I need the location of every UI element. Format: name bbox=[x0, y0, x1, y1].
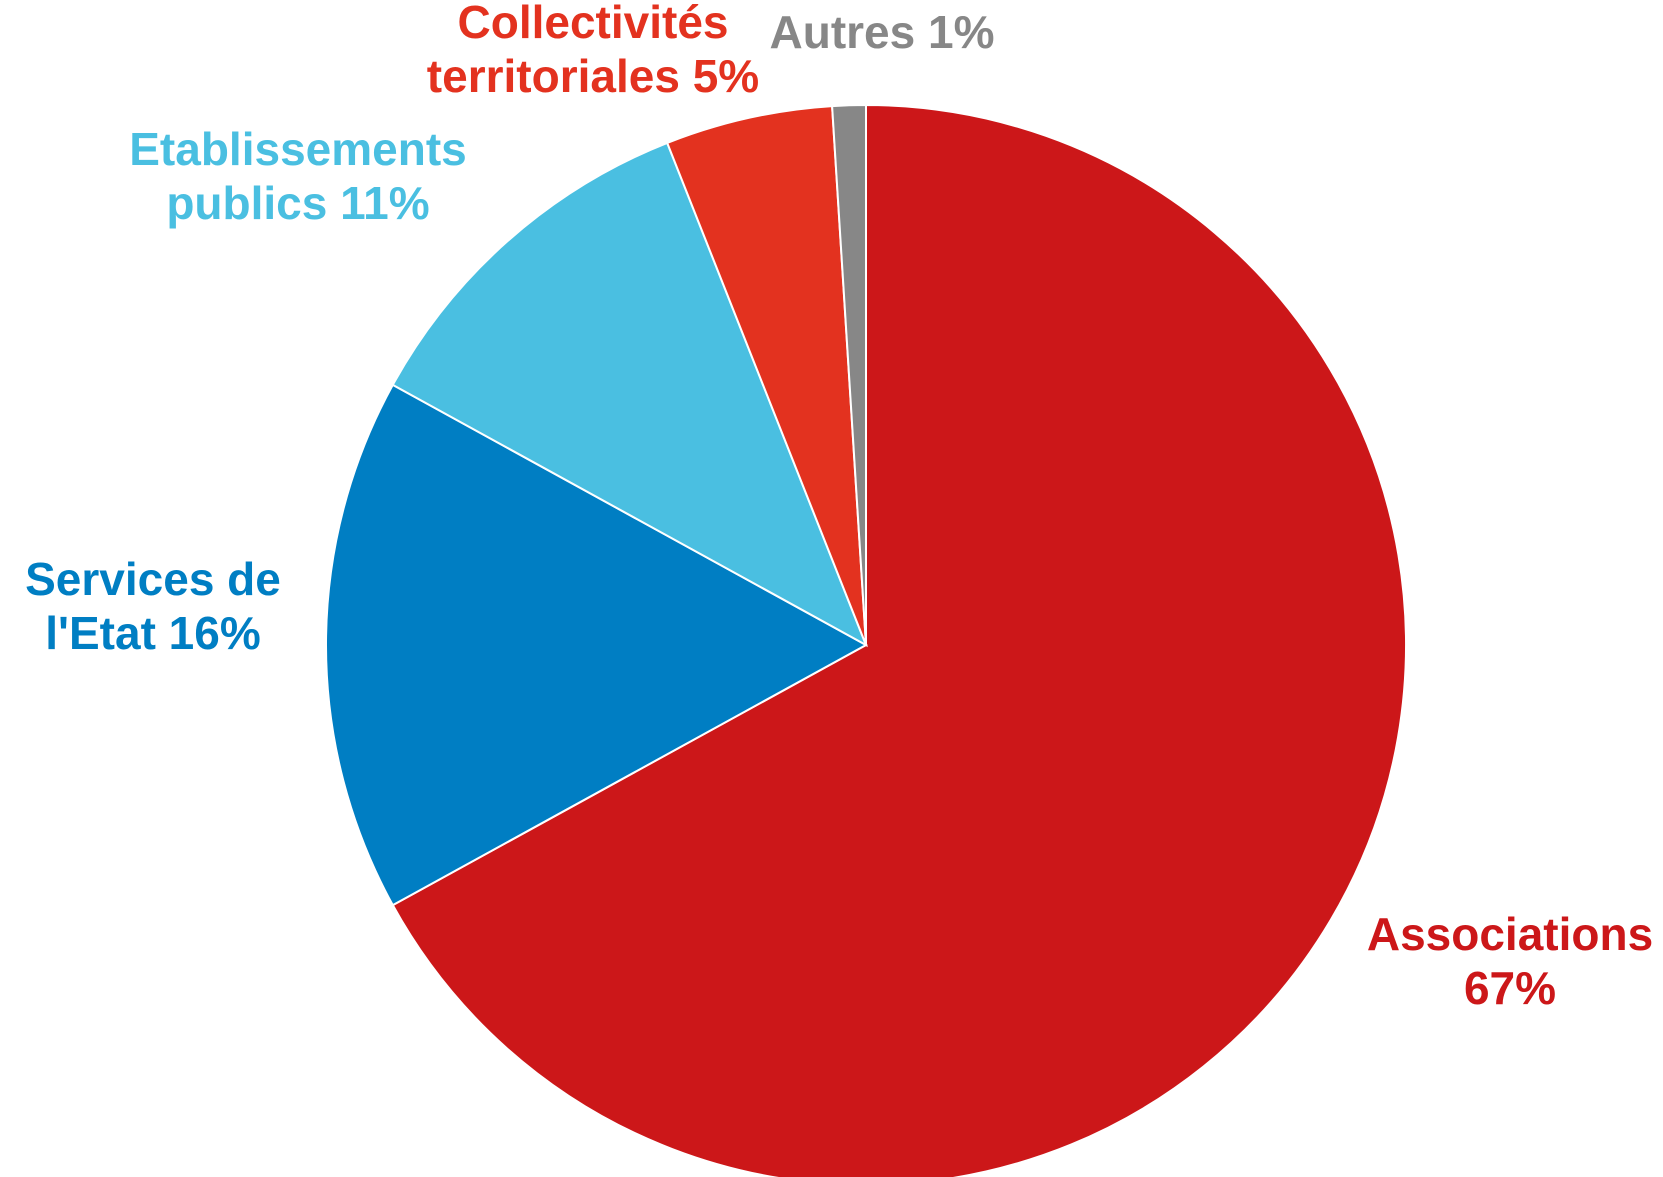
pie-label-autres: Autres 1% bbox=[770, 6, 995, 58]
pie-label-associations: Associations 67% bbox=[1367, 908, 1653, 1014]
pie-label-line: Etablissements bbox=[129, 123, 466, 175]
pie-label-collectivit-s-territoriales: Collectivités territoriales 5% bbox=[427, 0, 759, 102]
pie-slice-autres bbox=[831, 103, 867, 646]
pie-slices bbox=[325, 103, 1407, 1177]
pie-label-line: l'Etat 16% bbox=[45, 607, 260, 659]
pie-label-line: 67% bbox=[1464, 962, 1556, 1014]
pie-label-line: territoriales 5% bbox=[427, 50, 759, 102]
pie-slice-services-de-l-etat bbox=[325, 383, 869, 907]
pie-slice-collectivit-s-territoriales bbox=[665, 105, 867, 646]
pie-label-line: publics 11% bbox=[166, 177, 429, 229]
pie-labels: Associations 67% Services de l'Etat 16% Etab… bbox=[25, 0, 1653, 1014]
pie-slice-etablissements-publics bbox=[391, 141, 868, 648]
pie-label-etablissements-publics: Etablissements publics 11% bbox=[129, 123, 466, 229]
pie-slice-associations bbox=[391, 103, 1407, 1177]
pie-label-line: Associations bbox=[1367, 908, 1653, 960]
pie-label-line: Services de bbox=[25, 553, 281, 605]
pie-label-services-de-l-etat: Services de l'Etat 16% bbox=[25, 553, 281, 659]
pie-label-line: Autres 1% bbox=[770, 6, 995, 58]
pie-label-line: Collectivités bbox=[458, 0, 729, 48]
